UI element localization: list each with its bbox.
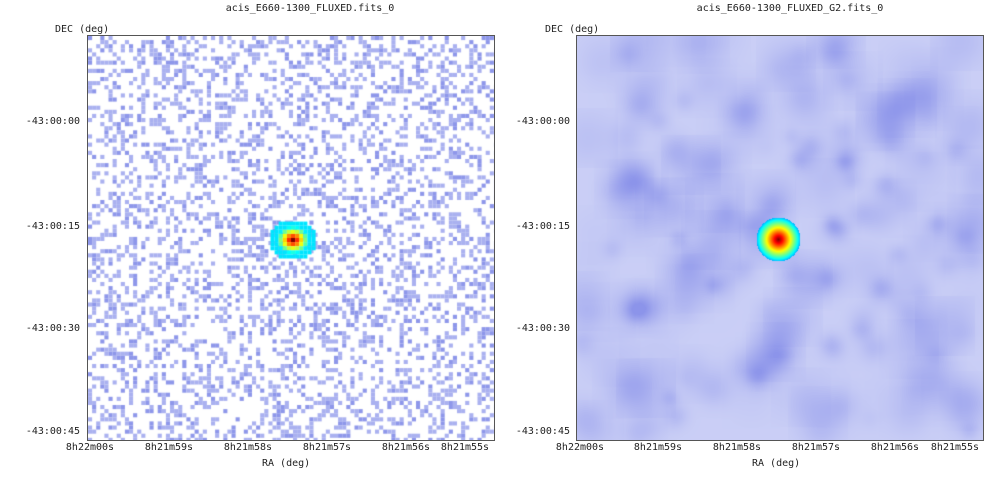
x-tick-label: 8h21m58s xyxy=(712,442,762,453)
y-tick-label: -43:00:30 xyxy=(515,323,570,334)
y-tick-label: -43:00:15 xyxy=(515,221,570,232)
y-tick-label: -43:00:30 xyxy=(25,323,80,334)
fits-image-canvas[interactable] xyxy=(577,36,983,440)
y-axis-label: DEC (deg) xyxy=(55,24,110,35)
x-tick-label: 8h21m56s xyxy=(381,442,431,453)
y-tick-label: -43:00:45 xyxy=(515,426,570,437)
y-tick-label: -43:00:15 xyxy=(25,221,80,232)
x-tick-label: 8h21m55s xyxy=(930,442,980,453)
x-axis-label: RA (deg) xyxy=(262,458,311,469)
y-tick-label: -43:00:00 xyxy=(25,116,80,127)
panel-title: acis_E660-1300_FLUXED_G2.fits_0 xyxy=(696,3,884,14)
x-tick-label: 8h21m57s xyxy=(302,442,352,453)
x-tick-label: 8h22m00s xyxy=(555,442,605,453)
x-tick-label: 8h21m55s xyxy=(440,442,490,453)
image-view[interactable] xyxy=(576,35,984,441)
image-view[interactable] xyxy=(87,35,495,441)
panel-title: acis_E660-1300_FLUXED.fits_0 xyxy=(225,3,395,14)
y-tick-label: -43:00:45 xyxy=(25,426,80,437)
x-tick-label: 8h21m58s xyxy=(223,442,273,453)
x-tick-label: 8h22m00s xyxy=(65,442,115,453)
x-tick-label: 8h21m56s xyxy=(870,442,920,453)
x-axis-label: RA (deg) xyxy=(752,458,801,469)
y-axis-label: DEC (deg) xyxy=(545,24,600,35)
x-tick-label: 8h21m59s xyxy=(633,442,683,453)
x-tick-label: 8h21m59s xyxy=(144,442,194,453)
y-tick-label: -43:00:00 xyxy=(515,116,570,127)
fits-image-canvas[interactable] xyxy=(88,36,494,440)
x-tick-label: 8h21m57s xyxy=(791,442,841,453)
